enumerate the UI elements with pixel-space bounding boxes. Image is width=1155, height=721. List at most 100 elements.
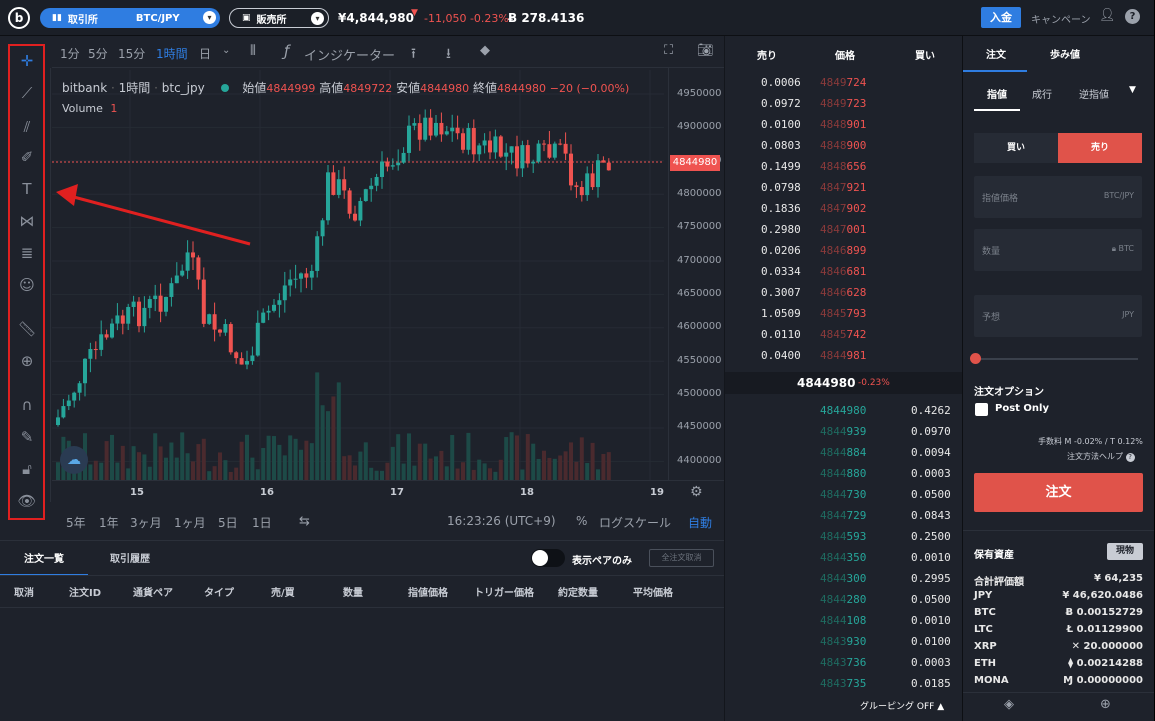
bid-row[interactable]: 4843930 0.0100 <box>725 633 962 653</box>
estimate-input[interactable]: 予想 JPY <box>974 295 1142 337</box>
store-selector[interactable]: ▣ 販売所 ▾ <box>229 8 329 28</box>
amount-slider-handle[interactable] <box>970 353 981 364</box>
layers-icon[interactable]: ◈ <box>1004 697 1014 712</box>
brush-icon[interactable]: ✐ <box>20 148 34 166</box>
ask-row[interactable]: 0.1836 4847902 <box>725 200 962 220</box>
bid-row[interactable]: 4844729 0.0843 <box>725 507 962 527</box>
log-scale-toggle[interactable]: ログスケール <box>599 516 672 530</box>
eye-icon[interactable]: 👁︎ <box>17 492 37 510</box>
bid-row[interactable]: 4844108 0.0010 <box>725 612 962 632</box>
exchange-selector[interactable]: ▮▮ 取引所 BTC/JPY ▾ <box>40 8 220 28</box>
bid-row[interactable]: 4844980 0.4262 <box>725 402 962 422</box>
lock-drawing-icon[interactable]: ✎ <box>20 428 34 446</box>
post-only-checkbox[interactable] <box>975 403 988 416</box>
ask-row[interactable]: 0.0334 4846681 <box>725 263 962 283</box>
ask-row[interactable]: 1.0509 4845793 <box>725 305 962 325</box>
goto-date-icon[interactable]: ⇆ <box>299 514 310 529</box>
bid-row[interactable]: 4843736 0.0003 <box>725 654 962 674</box>
pair-only-toggle[interactable] <box>531 549 565 567</box>
bid-row[interactable]: 4843735 0.0185 <box>725 675 962 695</box>
indicator-button[interactable]: インジケーター <box>304 49 396 64</box>
tf-1m[interactable]: 1分 <box>60 47 80 61</box>
tab-stop[interactable]: 逆指値 <box>1079 90 1109 101</box>
chevron-down-icon[interactable]: ⌄ <box>222 45 231 56</box>
camera-icon[interactable]: 📷︎ <box>697 43 714 58</box>
zoom-in-icon[interactable]: ⊕ <box>20 352 34 370</box>
candlestick-chart[interactable] <box>52 70 664 480</box>
pitchfork-icon[interactable]: ⫽ <box>23 118 31 136</box>
ask-row[interactable]: 0.0206 4846899 <box>725 242 962 262</box>
crosshair-icon[interactable]: ✛ <box>20 52 34 70</box>
download-icon[interactable]: ⭳ <box>446 46 451 62</box>
ask-row[interactable]: 0.0100 4848901 <box>725 116 962 136</box>
campaign-link[interactable]: キャンペーン <box>1031 15 1091 26</box>
spot-badge[interactable]: 現物 <box>1107 543 1143 560</box>
ruler-icon[interactable]: 📏︎ <box>17 320 37 338</box>
tab-limit[interactable]: 指値 <box>987 90 1007 101</box>
range-3m[interactable]: 3ヶ月 <box>130 516 162 530</box>
function-icon[interactable]: ƒ <box>284 42 290 60</box>
bid-row[interactable]: 4844884 0.0094 <box>725 444 962 464</box>
bid-row[interactable]: 4844350 0.0010 <box>725 549 962 569</box>
grouping-toggle[interactable]: グルーピング OFF ▲ <box>860 699 944 712</box>
amount-slider-track[interactable] <box>978 358 1138 360</box>
globe-icon[interactable]: ⊕ <box>1100 697 1111 712</box>
fullscreen-icon[interactable]: ⛶ <box>664 43 674 58</box>
range-5d[interactable]: 5日 <box>218 516 238 530</box>
range-1d[interactable]: 1日 <box>252 516 272 530</box>
bid-row[interactable]: 4844730 0.0500 <box>725 486 962 506</box>
bid-row[interactable]: 4844593 0.2500 <box>725 528 962 548</box>
bid-row[interactable]: 4844280 0.0500 <box>725 591 962 611</box>
candle-type-icon[interactable]: ⫴ <box>250 43 256 59</box>
quantity-input[interactable]: 数量 🔒︎ BTC <box>974 229 1142 271</box>
cancel-all-button[interactable]: 全注文取消 <box>649 549 714 567</box>
range-1y[interactable]: 1年 <box>99 516 119 530</box>
tf-1h[interactable]: 1時間 <box>156 47 188 61</box>
help-link[interactable]: 注文方法ヘルプ ? <box>1067 451 1135 462</box>
ask-row[interactable]: 0.0110 4845742 <box>725 326 962 346</box>
bid-row[interactable]: 4844939 0.0970 <box>725 423 962 443</box>
limit-price-input[interactable]: 指値価格 BTC/JPY <box>974 176 1142 218</box>
tf-15m[interactable]: 15分 <box>118 47 146 61</box>
tab-order[interactable]: 注文 <box>986 50 1006 61</box>
settings-icon[interactable]: ⚙ <box>690 484 703 500</box>
trend-line-icon[interactable]: ⟋ <box>21 84 33 102</box>
tab-market[interactable]: 成行 <box>1032 90 1052 101</box>
upload-icon[interactable]: ⭱ <box>411 46 416 62</box>
deposit-button[interactable]: 入金 <box>981 7 1021 28</box>
ask-row[interactable]: 0.3007 4846628 <box>725 284 962 304</box>
sell-toggle-button[interactable]: 売り <box>1058 133 1142 163</box>
range-5y[interactable]: 5年 <box>66 516 86 530</box>
percent-toggle[interactable]: % <box>576 514 588 528</box>
caret-down-icon[interactable]: ▼ <box>1129 85 1136 95</box>
user-icon[interactable]: 👤︎ <box>1099 8 1116 23</box>
cloud-icon[interactable]: ☁ <box>60 446 88 474</box>
pattern-icon[interactable]: ⋈ <box>19 212 35 230</box>
tf-5m[interactable]: 5分 <box>88 47 108 61</box>
buy-toggle-button[interactable]: 買い <box>974 133 1058 163</box>
magnet-icon[interactable]: ∩ <box>21 396 33 414</box>
ask-row[interactable]: 0.2980 4847001 <box>725 221 962 241</box>
bid-row[interactable]: 4844880 0.0003 <box>725 465 962 485</box>
ask-row[interactable]: 0.0400 4844981 <box>725 347 962 367</box>
tab-order-list[interactable]: 注文一覧 <box>24 554 64 565</box>
tab-trade-history[interactable]: 取引履歴 <box>110 554 150 565</box>
tf-day[interactable]: 日 <box>199 47 212 61</box>
auto-scale-toggle[interactable]: 自動 <box>688 516 713 530</box>
ask-row[interactable]: 0.0006 4849724 <box>725 74 962 94</box>
ask-row[interactable]: 0.0803 4848900 <box>725 137 962 157</box>
emoji-icon[interactable]: ☺ <box>19 276 35 294</box>
help-icon[interactable]: ? <box>1125 9 1140 24</box>
range-1m[interactable]: 1ヶ月 <box>174 516 206 530</box>
bitbank-logo[interactable]: b <box>8 7 30 29</box>
prediction-icon[interactable]: ≣ <box>20 244 34 262</box>
bid-row[interactable]: 4844300 0.2995 <box>725 570 962 590</box>
tab-trades[interactable]: 歩み値 <box>1050 50 1080 61</box>
eraser-icon[interactable]: ◆ <box>480 43 490 58</box>
ask-row[interactable]: 0.0798 4847921 <box>725 179 962 199</box>
lock-icon[interactable]: 🔓︎ <box>22 460 32 478</box>
submit-order-button[interactable]: 注文 <box>974 473 1143 512</box>
ask-row[interactable]: 0.0972 4849723 <box>725 95 962 115</box>
ask-row[interactable]: 0.1499 4848656 <box>725 158 962 178</box>
text-icon[interactable]: T <box>22 180 32 198</box>
